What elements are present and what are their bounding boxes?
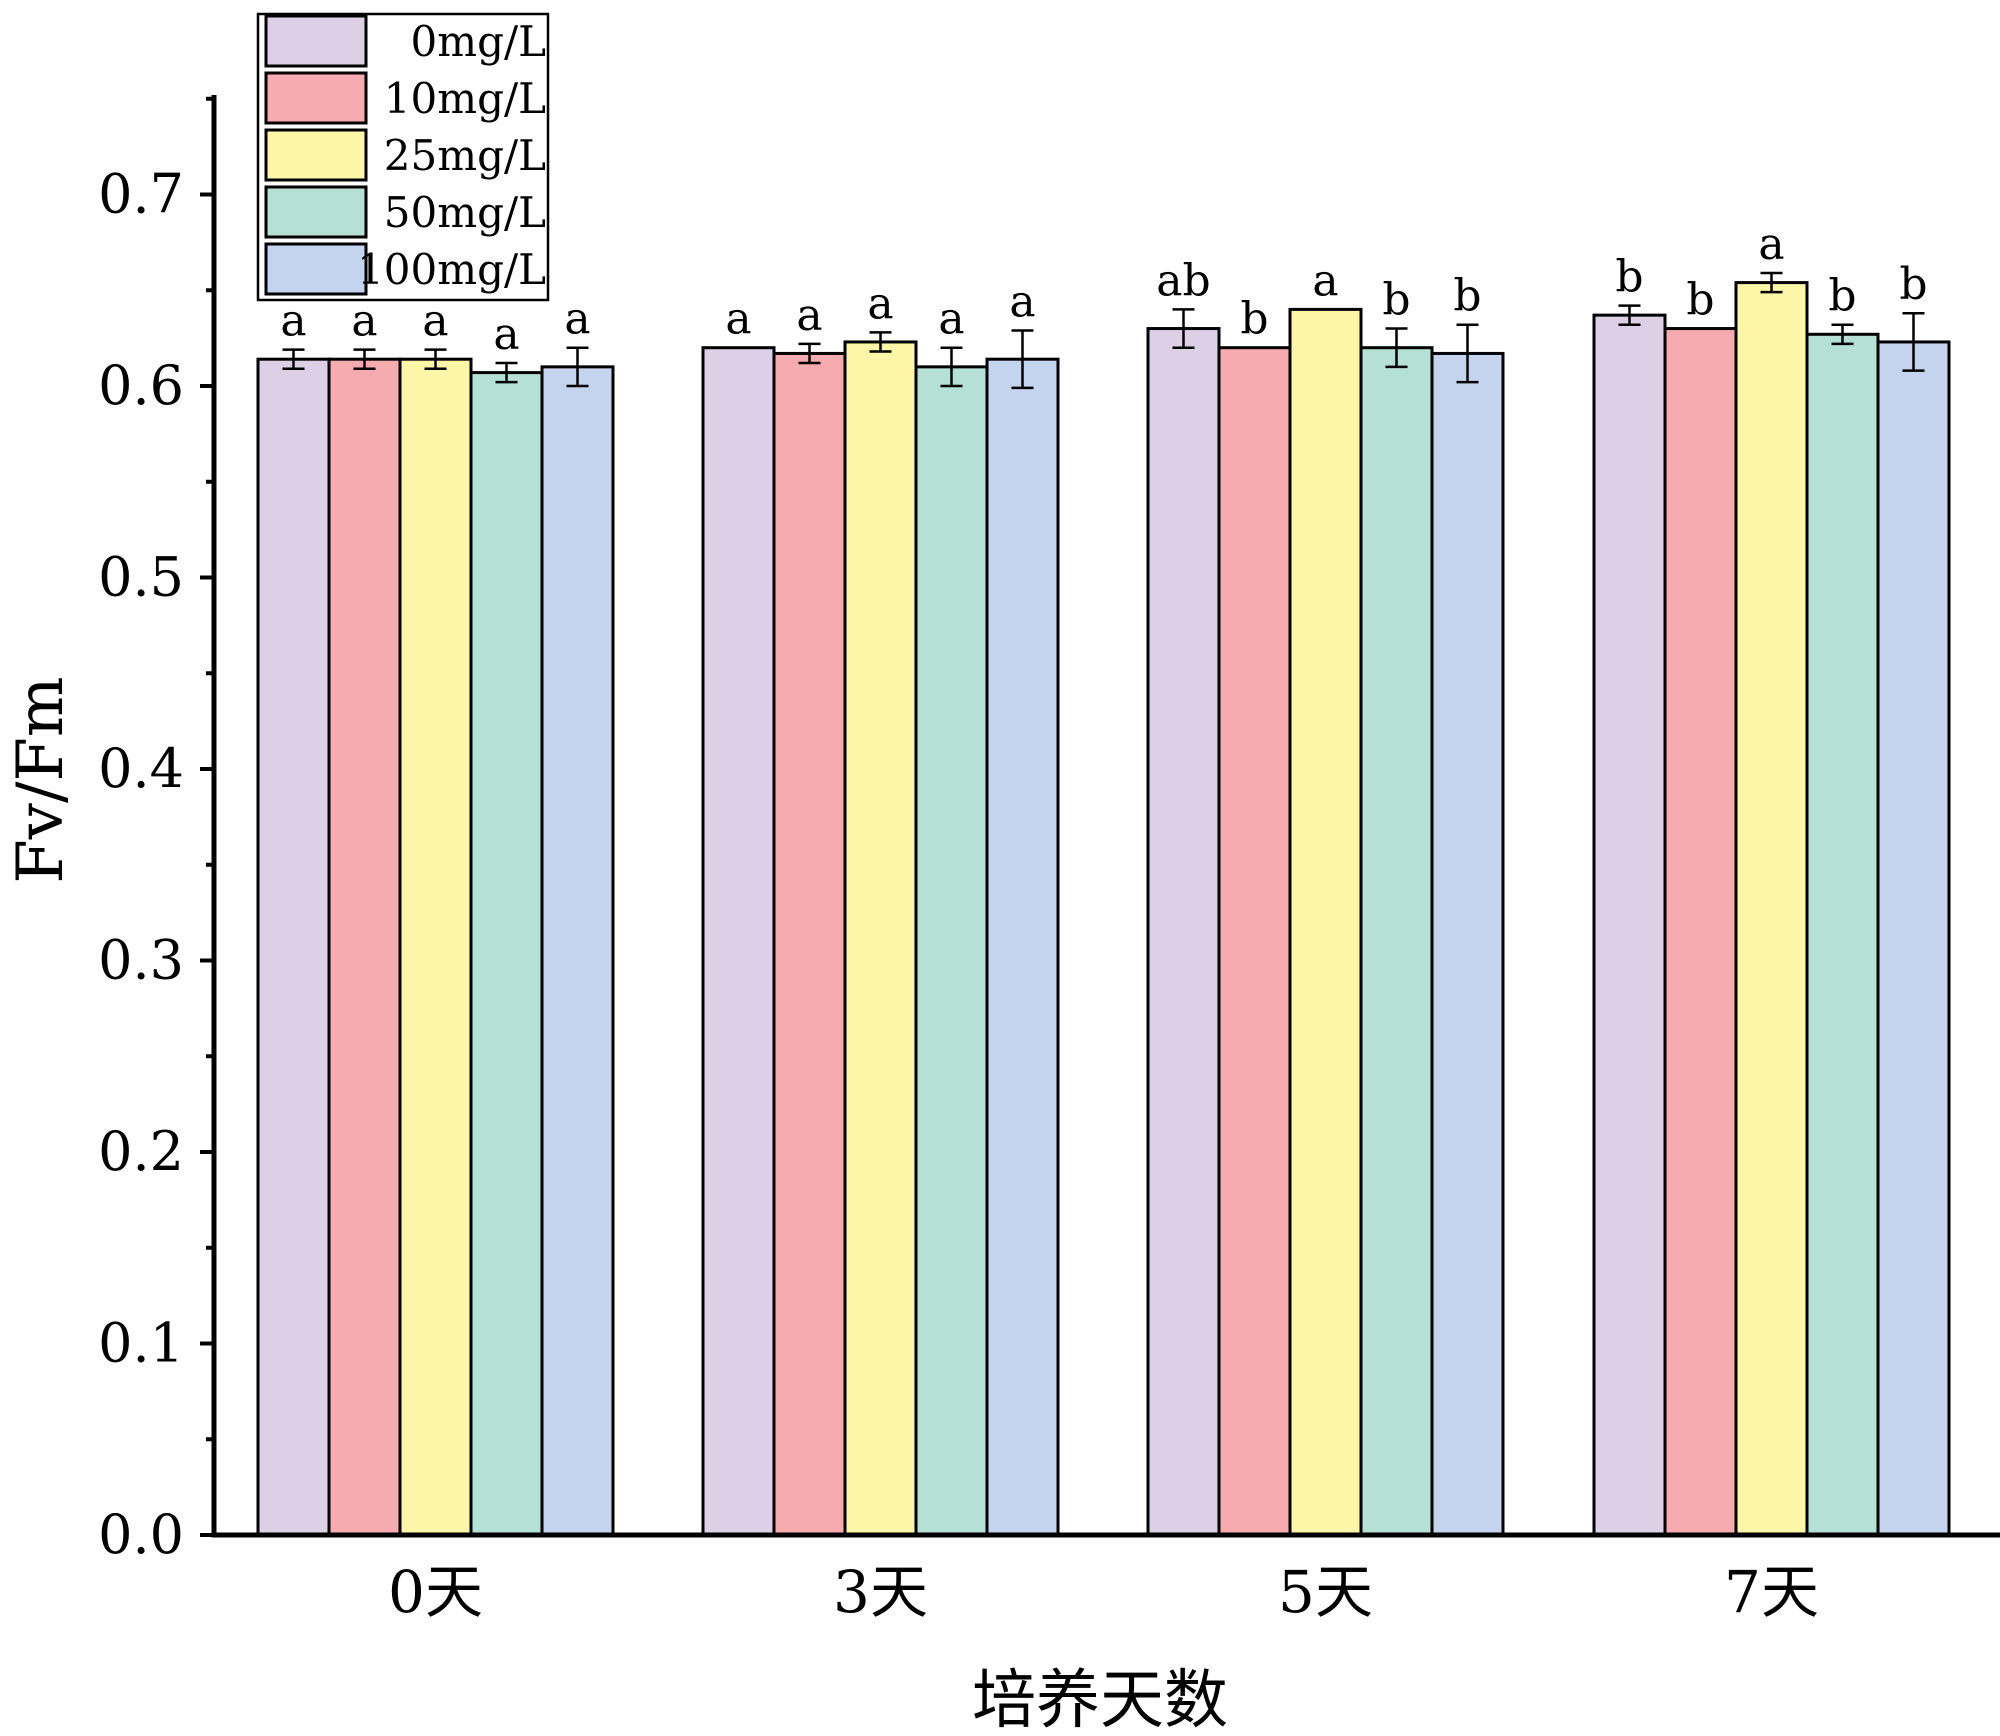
legend-label: 0mg/L	[411, 17, 546, 66]
legend-item: 10mg/L	[264, 71, 546, 125]
significance-label: a	[422, 296, 448, 347]
error-bar	[495, 361, 518, 384]
error-bar	[282, 348, 305, 371]
y-tick-label: 0.6	[98, 354, 184, 417]
error-bar	[940, 346, 963, 388]
y-tick-label: 0.2	[98, 1120, 184, 1183]
legend: 0mg/L 10mg/L 25mg/L 50mg/L 100mg/L	[256, 12, 550, 302]
significance-label: a	[1758, 219, 1784, 270]
axes-layer: 0天 3天 5天 7天 0.0 0.1 0.2 0.3 0.4 0.5 0.6 0.7	[98, 95, 2000, 1626]
y-tick-label: 0.0	[98, 1503, 184, 1566]
error-bar	[1618, 304, 1641, 326]
bar	[985, 357, 1060, 1537]
significance-label: a	[280, 296, 306, 347]
legend-swatch	[264, 242, 368, 296]
bar	[1663, 327, 1738, 1537]
legend-swatch	[264, 14, 368, 68]
legend-label: 25mg/L	[384, 131, 546, 180]
legend-item: 100mg/L	[264, 242, 546, 296]
legend-swatch	[264, 71, 368, 125]
legend-item: 25mg/L	[264, 128, 546, 182]
significance-label: a	[564, 294, 590, 345]
bar	[701, 346, 776, 1537]
error-bar	[1011, 329, 1034, 390]
bar	[772, 351, 847, 1537]
x-tick-label: 3天	[833, 1558, 928, 1626]
legend-label: 50mg/L	[384, 188, 546, 237]
error-bars-layer	[282, 271, 1925, 390]
y-axis-title: Fv/Fm	[4, 676, 78, 883]
y-tick-label: 0.4	[98, 737, 184, 800]
significance-label: b	[1240, 294, 1268, 345]
error-bar	[1456, 323, 1479, 384]
bar	[843, 340, 918, 1537]
significance-label: a	[867, 278, 893, 329]
significance-label: a	[1009, 276, 1035, 327]
bar	[327, 357, 402, 1537]
significance-label: b	[1828, 271, 1856, 322]
legend-label: 100mg/L	[357, 245, 546, 294]
significance-label: a	[796, 290, 822, 341]
significance-label: b	[1686, 275, 1714, 326]
legend-swatch	[264, 185, 368, 239]
bar	[256, 357, 331, 1537]
error-bar	[566, 346, 589, 388]
error-bar	[424, 348, 447, 371]
bar	[1430, 351, 1505, 1537]
x-axis-title: 培养天数	[972, 1664, 1228, 1736]
error-bar	[1172, 308, 1195, 349]
x-tick-label: 7天	[1724, 1558, 1819, 1626]
bar	[1805, 332, 1880, 1537]
x-tick-label: 5天	[1278, 1558, 1373, 1626]
error-bar	[869, 331, 892, 353]
legend-label: 10mg/L	[384, 74, 546, 123]
x-tick-label: 0天	[388, 1558, 483, 1626]
y-tick-label: 0.3	[98, 929, 184, 992]
bars-layer	[256, 281, 1951, 1537]
legend-swatch	[264, 128, 368, 182]
y-tick-label: 0.1	[98, 1312, 184, 1375]
significance-label: b	[1382, 275, 1410, 326]
error-bar	[1385, 327, 1408, 369]
significance-label: a	[725, 294, 751, 345]
legend-item: 50mg/L	[264, 185, 546, 239]
bar	[469, 371, 544, 1537]
error-bar	[353, 348, 376, 371]
bar	[1288, 307, 1363, 1537]
bar	[914, 365, 989, 1537]
bar	[540, 365, 615, 1537]
bar	[1592, 313, 1667, 1537]
legend-item: 0mg/L	[264, 14, 546, 68]
significance-label: ab	[1156, 255, 1210, 306]
bar	[398, 357, 473, 1537]
error-bar	[1760, 271, 1783, 294]
significance-label: a	[1312, 255, 1338, 306]
significance-label: b	[1899, 259, 1927, 310]
error-bar	[798, 342, 821, 365]
bar	[1359, 346, 1434, 1537]
significance-label: b	[1453, 271, 1481, 322]
bar	[1146, 327, 1221, 1537]
error-bar	[1902, 311, 1925, 372]
bar	[1876, 340, 1951, 1537]
significance-label: a	[351, 296, 377, 347]
y-tick-label: 0.7	[98, 163, 184, 226]
significance-label: a	[938, 294, 964, 345]
bar	[1217, 346, 1292, 1537]
y-tick-label: 0.5	[98, 546, 184, 609]
significance-label: a	[493, 309, 519, 360]
significance-label: b	[1615, 252, 1643, 303]
error-bar	[1831, 323, 1854, 346]
bar	[1734, 281, 1809, 1537]
